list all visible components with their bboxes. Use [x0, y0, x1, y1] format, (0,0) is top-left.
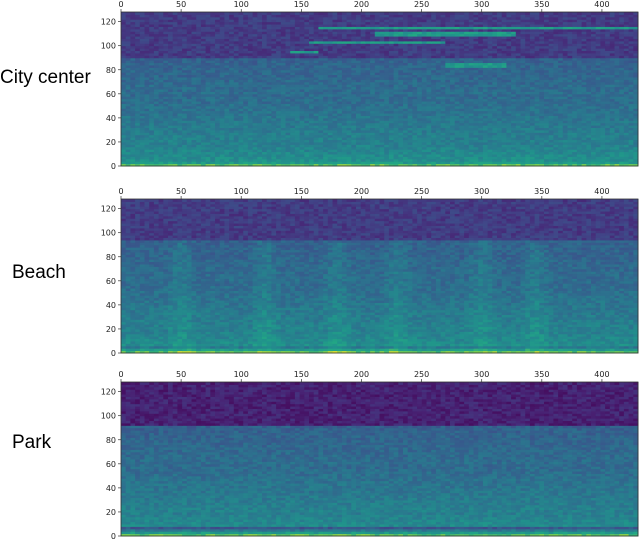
plot-frame: [120, 198, 639, 354]
y-tick-label: 20: [106, 325, 116, 334]
y-tick-label: 60: [106, 277, 116, 286]
x-tick-label: 0: [118, 187, 123, 196]
x-tick-label: 0: [118, 0, 123, 9]
y-tick-label: 40: [106, 301, 116, 310]
y-tick-label: 80: [106, 253, 116, 262]
x-tick-label: 300: [474, 187, 489, 196]
x-tick-label: 350: [534, 370, 549, 379]
x-tick-label: 0: [118, 370, 123, 379]
plot-frame: [120, 381, 639, 537]
x-tick-label: 150: [294, 370, 309, 379]
y-tick-label: 100: [101, 412, 116, 421]
x-tick-label: 250: [414, 0, 429, 9]
x-tick-label: 200: [354, 187, 369, 196]
y-tick-label: 60: [106, 90, 116, 99]
x-tick-label: 150: [294, 187, 309, 196]
x-tick-label: 350: [534, 187, 549, 196]
y-tick-label: 0: [111, 162, 116, 171]
y-tick-label: 20: [106, 508, 116, 517]
spectrogram-cells: [121, 12, 639, 167]
y-tick-label: 60: [106, 460, 116, 469]
x-tick-label: 250: [414, 187, 429, 196]
x-tick-label: 50: [176, 0, 186, 9]
spectrogram-cells: [121, 382, 639, 537]
y-tick-label: 40: [106, 484, 116, 493]
x-tick-label: 200: [354, 0, 369, 9]
y-tick-label: 120: [101, 18, 116, 27]
x-tick-label: 400: [594, 0, 609, 9]
x-tick-label: 100: [234, 187, 249, 196]
x-tick-label: 400: [594, 370, 609, 379]
x-tick-label: 250: [414, 370, 429, 379]
spectrogram-panel-park: Park 0 50 100 150 200 250 300 350 400 0 20 40 60 80 10…: [0, 366, 640, 541]
spectrogram-beach: 0 50 100 150 200 250 300 350 400 0 20 40 60 80 100 120: [101, 187, 639, 358]
x-tick-label: 100: [234, 370, 249, 379]
y-tick-label: 80: [106, 436, 116, 445]
x-tick-label: 300: [474, 0, 489, 9]
y-tick-label: 40: [106, 114, 116, 123]
row-label-beach: Beach: [12, 262, 66, 284]
x-tick-label: 200: [354, 370, 369, 379]
y-tick-label: 0: [111, 532, 116, 541]
spectrogram-panel-city-center: City center 0 50 100 150 200 250 300 350 400 0 20 4…: [0, 0, 640, 178]
row-label-park: Park: [12, 432, 51, 454]
x-tick-label: 350: [534, 0, 549, 9]
x-tick-label: 50: [176, 187, 186, 196]
spectrogram-cells: [121, 199, 639, 354]
y-tick-label: 0: [111, 349, 116, 358]
y-tick-label: 120: [101, 388, 116, 397]
spectrogram-panel-beach: Beach 0 50 100 150 200 250 300 350 400 0 20 40 60 80 1…: [0, 182, 640, 360]
x-tick-label: 300: [474, 370, 489, 379]
y-tick-label: 120: [101, 205, 116, 214]
spectrogram-city-center: 0 50 100 150 200 250 300 350 400 0 20 40 60 80 100 120: [101, 0, 639, 171]
y-tick-label: 20: [106, 138, 116, 147]
row-label-city-center: City center: [0, 67, 91, 89]
x-tick-label: 50: [176, 370, 186, 379]
y-tick-label: 100: [101, 229, 116, 238]
y-tick-label: 80: [106, 66, 116, 75]
plot-frame: [120, 11, 639, 167]
x-tick-label: 400: [594, 187, 609, 196]
y-tick-label: 100: [101, 42, 116, 51]
x-tick-label: 100: [234, 0, 249, 9]
x-tick-label: 150: [294, 0, 309, 9]
spectrogram-park: 0 50 100 150 200 250 300 350 400 0 20 40 60 80 100 120: [101, 370, 639, 541]
